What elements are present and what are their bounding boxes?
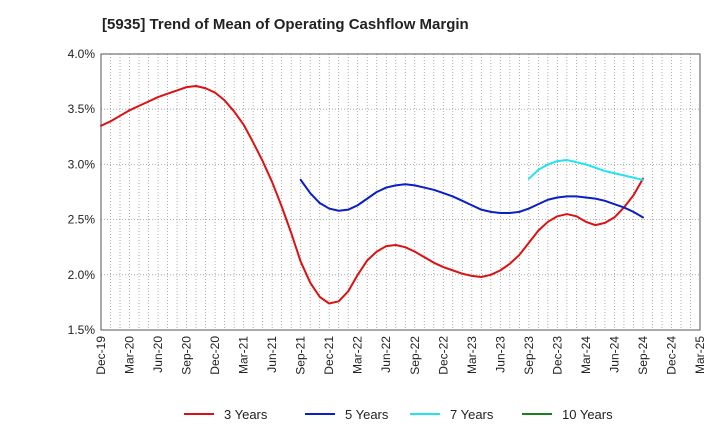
y-tick-label: 1.5% bbox=[68, 323, 96, 337]
x-tick-label: Mar-25 bbox=[693, 336, 707, 374]
legend-label: 10 Years bbox=[562, 407, 613, 422]
x-tick-label: Jun-23 bbox=[493, 336, 507, 373]
x-tick-label: Jun-22 bbox=[379, 336, 393, 373]
x-tick-label: Mar-20 bbox=[123, 336, 137, 374]
x-tick-label: Dec-20 bbox=[208, 336, 222, 375]
plot-frame bbox=[100, 53, 701, 331]
x-tick-label: Dec-24 bbox=[664, 336, 678, 375]
x-tick-label: Sep-21 bbox=[294, 336, 308, 375]
x-tick-label: Jun-21 bbox=[265, 336, 279, 373]
x-tick-label: Dec-21 bbox=[322, 336, 336, 375]
x-tick-label: Mar-22 bbox=[351, 336, 365, 374]
y-tick-label: 3.0% bbox=[68, 157, 96, 171]
x-tick-label: Mar-21 bbox=[237, 336, 251, 374]
series-lines bbox=[100, 85, 644, 305]
grid bbox=[101, 53, 700, 331]
x-tick-label: Mar-24 bbox=[579, 336, 593, 374]
x-tick-label: Dec-23 bbox=[550, 336, 564, 375]
x-tick-label: Jun-24 bbox=[607, 336, 621, 373]
series-line-2 bbox=[299, 178, 644, 219]
series-line-1 bbox=[100, 85, 644, 305]
legend: 3 Years 5 Years 7 Years 10 Years bbox=[184, 407, 613, 422]
y-tick-label: 2.5% bbox=[68, 213, 96, 227]
x-tick-label: Sep-24 bbox=[636, 336, 650, 375]
y-tick-label: 3.5% bbox=[68, 102, 96, 116]
x-tick-label: Mar-23 bbox=[465, 336, 479, 374]
x-tick-label: Sep-23 bbox=[522, 336, 536, 375]
legend-label: 7 Years bbox=[450, 407, 494, 422]
y-tick-label: 4.0% bbox=[68, 47, 96, 61]
y-tick-label: 2.0% bbox=[68, 268, 96, 282]
x-tick-label: Dec-22 bbox=[436, 336, 450, 375]
x-tick-label: Sep-20 bbox=[180, 336, 194, 375]
chart-title: [5935] Trend of Mean of Operating Cashfl… bbox=[102, 16, 469, 33]
legend-label: 3 Years bbox=[224, 407, 268, 422]
series-line-3 bbox=[527, 158, 644, 181]
x-tick-label: Sep-22 bbox=[408, 336, 422, 375]
x-tick-label: Jun-20 bbox=[151, 336, 165, 373]
axes: 1.5% 2.0% 2.5% 3.0% 3.5% 4.0% Dec-19 Mar-20 Jun-… bbox=[68, 47, 707, 375]
legend-label: 5 Years bbox=[345, 407, 389, 422]
x-tick-label: Dec-19 bbox=[94, 336, 108, 375]
